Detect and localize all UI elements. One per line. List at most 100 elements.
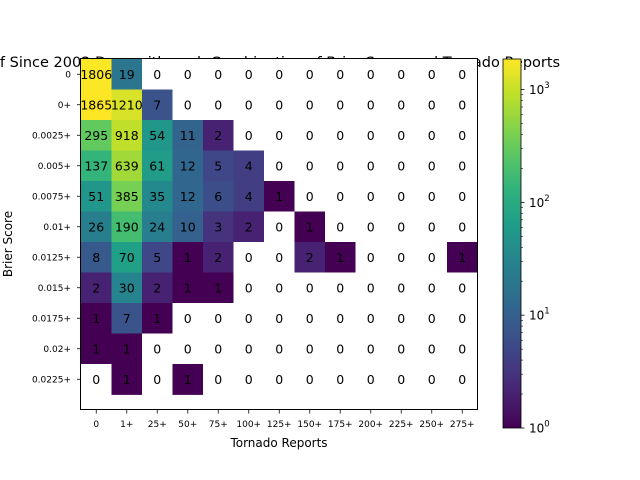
cell-value-label: 0 — [458, 372, 466, 387]
heatmap-cell — [172, 89, 204, 121]
heatmap-cell — [447, 120, 478, 151]
heatmap-cell — [172, 120, 204, 151]
heatmap-cell — [325, 272, 356, 304]
heatmap-cell — [386, 59, 417, 90]
heatmap-cell — [264, 89, 295, 121]
heatmap-cell — [172, 181, 204, 212]
cell-value-label: 137 — [84, 158, 108, 173]
x-tick-label: 275+ — [450, 420, 475, 430]
cell-value-label: 0 — [153, 372, 161, 387]
heatmap-cell — [142, 89, 173, 121]
y-axis: 0 0+ 0.0025+ 0.005+ 0.0075+ 0.01+ 0.0125+ 0.015… — [32, 70, 81, 385]
cell-value-label: 1865 — [80, 97, 112, 112]
heatmap-cell — [111, 59, 143, 90]
cell-value-label: 0 — [306, 372, 314, 387]
cell-value-label: 5 — [153, 250, 161, 265]
colorbar-gradient — [502, 58, 522, 429]
heatmap-cell — [447, 272, 478, 304]
cell-value-label: 19 — [119, 67, 135, 82]
cell-value-label: 639 — [115, 158, 139, 173]
heatmap-cell — [203, 59, 234, 90]
cell-value-label: 0 — [245, 280, 253, 295]
cell-value-label: 0 — [397, 250, 405, 265]
heatmap-cell — [416, 364, 448, 395]
heatmap-cell — [111, 364, 143, 395]
cell-value-label: 0 — [336, 67, 344, 82]
cell-value-label: 0 — [367, 311, 375, 326]
cell-value-label: 0 — [214, 311, 222, 326]
heatmap-cell — [81, 211, 112, 243]
cell-value-label: 1 — [184, 372, 192, 387]
cell-value-label: 54 — [149, 128, 165, 143]
cell-value-label: 0 — [428, 250, 436, 265]
cell-value-label: 0 — [428, 158, 436, 173]
cell-value-label: 0 — [184, 341, 192, 356]
heatmap-cell — [111, 150, 143, 182]
cell-value-label: 0 — [306, 189, 314, 204]
cell-value-label: 0 — [367, 158, 375, 173]
cell-value-label: 1 — [184, 280, 192, 295]
heatmap-cell — [386, 120, 417, 151]
x-tick-label: 25+ — [148, 420, 167, 430]
heatmap-cell — [447, 89, 478, 121]
heatmap-cell — [294, 59, 326, 90]
colorbar: 100 101 102 103 — [502, 58, 550, 436]
cell-value-label: 0 — [275, 250, 283, 265]
x-tick-label: 250+ — [419, 420, 444, 430]
colorbar-tick-label: 101 — [529, 307, 550, 323]
heatmap-cell — [203, 364, 234, 395]
cell-value-label: 0 — [245, 341, 253, 356]
cell-value-label: 0 — [397, 67, 405, 82]
heatmap-cell — [416, 120, 448, 151]
heatmap-cell — [355, 120, 387, 151]
heatmap-cells — [81, 59, 478, 395]
heatmap-cell — [355, 89, 387, 121]
cell-value-label: 1 — [214, 280, 222, 295]
cell-value-label: 0 — [275, 97, 283, 112]
cell-value-label: 0 — [275, 128, 283, 143]
heatmap-cell — [172, 272, 204, 304]
cell-value-label: 0 — [458, 128, 466, 143]
cell-value-label: 0 — [306, 341, 314, 356]
heatmap-cell — [294, 89, 326, 121]
heatmap-cell — [81, 120, 112, 151]
cell-value-label: 1 — [153, 311, 161, 326]
cell-value-label: 2 — [306, 250, 314, 265]
cell-value-label: 8 — [92, 250, 100, 265]
cell-value-label: 1 — [92, 311, 100, 326]
heatmap-cell — [142, 333, 173, 365]
heatmap-cell — [203, 181, 234, 212]
heatmap-cell — [264, 59, 295, 90]
heatmap-cell — [325, 333, 356, 365]
heatmap-cell — [142, 242, 173, 273]
heatmap-cell — [111, 242, 143, 273]
cell-value-label: 30 — [119, 280, 135, 295]
heatmap-cell — [294, 272, 326, 304]
cell-value-label: 1806 — [80, 67, 112, 82]
cell-value-label: 1 — [184, 250, 192, 265]
y-tick-label: 0+ — [58, 101, 71, 111]
heatmap-cell — [81, 272, 112, 304]
heatmap-cell — [294, 364, 326, 395]
heatmap-cell — [355, 364, 387, 395]
cell-value-label: 0 — [275, 67, 283, 82]
cell-value-label: 0 — [275, 372, 283, 387]
heatmap-cell — [264, 303, 295, 334]
cell-value-label: 0 — [214, 341, 222, 356]
heatmap-cell — [264, 333, 295, 365]
heatmap-cell — [233, 59, 265, 90]
cell-value-label: 918 — [115, 128, 139, 143]
y-tick-label: 0.0125+ — [32, 253, 71, 263]
heatmap-cell — [81, 59, 112, 90]
heatmap-cell — [81, 89, 112, 121]
heatmap-cell — [233, 120, 265, 151]
heatmap-cell — [203, 303, 234, 334]
heatmap-cell — [294, 120, 326, 151]
heatmap-cell — [325, 150, 356, 182]
heatmap-cell — [111, 211, 143, 243]
y-tick-label: 0.02+ — [43, 345, 71, 355]
heatmap-cell — [111, 272, 143, 304]
cell-value-label: 2 — [245, 219, 253, 234]
cell-value-label: 0 — [367, 280, 375, 295]
